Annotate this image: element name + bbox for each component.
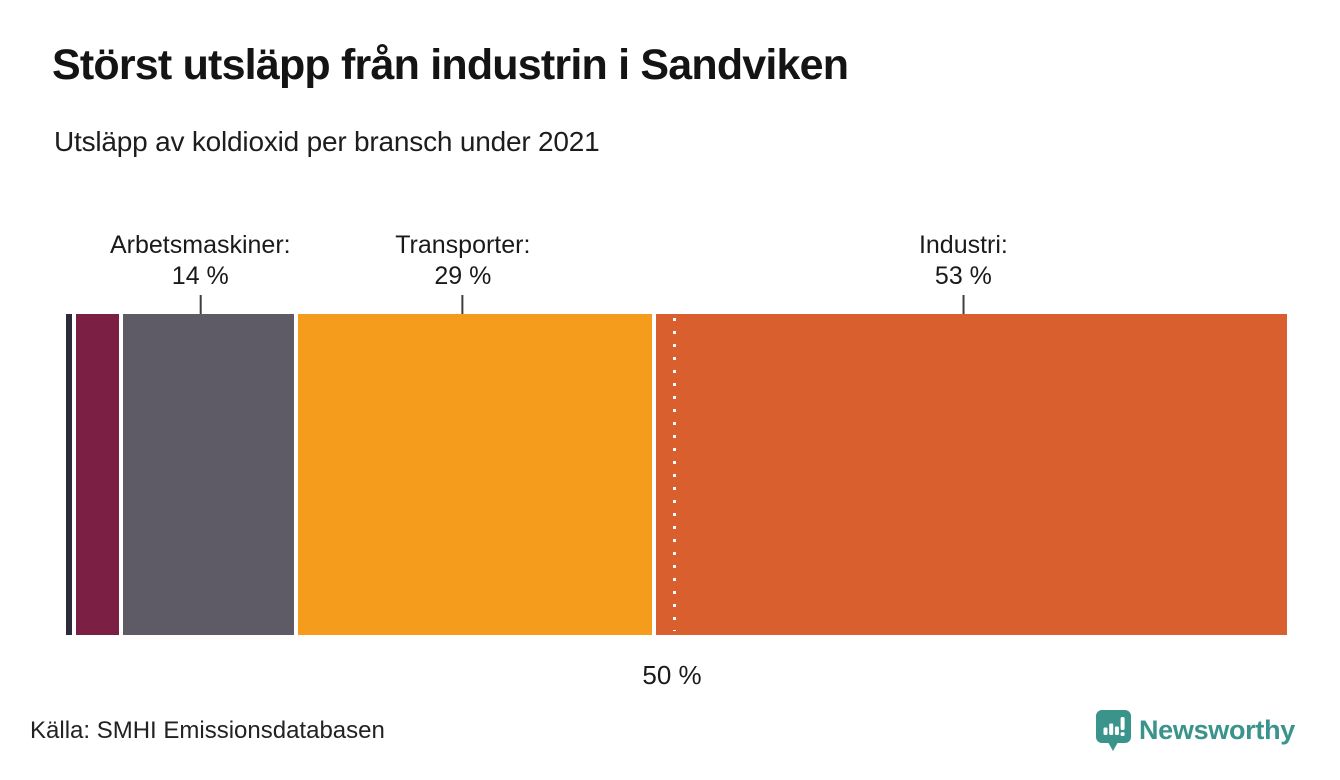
- segment-annotations: Arbetsmaskiner: 14 % Transporter: 29 % Indus…: [66, 224, 1287, 314]
- bar-segment-industri: [655, 314, 1287, 635]
- fifty-percent-gridline: [672, 318, 676, 631]
- annotation-tick: [962, 295, 965, 314]
- newsworthy-wordmark: Newsworthy: [1138, 714, 1295, 745]
- bar-segment-small-1: [76, 314, 119, 635]
- newsworthy-logo: Newsworthy: [1095, 708, 1295, 752]
- annotation-tick: [199, 295, 202, 314]
- bar-segment-small-0: [66, 314, 73, 635]
- annotation-value-label: 53 %: [934, 261, 992, 290]
- annotation-industri: Industri: 53 %: [919, 230, 1008, 314]
- annotation-value-label: 29 %: [434, 261, 492, 290]
- stacked-bar: [66, 314, 1287, 635]
- bar-segment-transporter: [297, 314, 652, 635]
- annotation-category-label: Industri:: [918, 231, 1008, 259]
- annotation-tick: [461, 295, 464, 314]
- chart-subtitle: Utsläpp av koldioxid per bransch under 2…: [54, 126, 600, 157]
- fifty-percent-label: 50 %: [642, 660, 702, 690]
- annotation-category-label: Arbetsmaskiner:: [109, 231, 291, 259]
- source-caption: Källa: SMHI Emissionsdatabasen: [30, 717, 385, 744]
- annotation-category-label: Transporter:: [395, 231, 531, 259]
- annotation-value-label: 14 %: [171, 261, 229, 290]
- annotation-arbetsmaskiner: Arbetsmaskiner: 14 %: [110, 230, 291, 314]
- annotation-transporter: Transporter: 29 %: [395, 230, 530, 314]
- chart-title: Störst utsläpp från industrin i Sandvike…: [52, 41, 849, 89]
- newsworthy-pin-icon: [1095, 709, 1131, 751]
- bar-segment-arbetsmaskiner: [122, 314, 294, 635]
